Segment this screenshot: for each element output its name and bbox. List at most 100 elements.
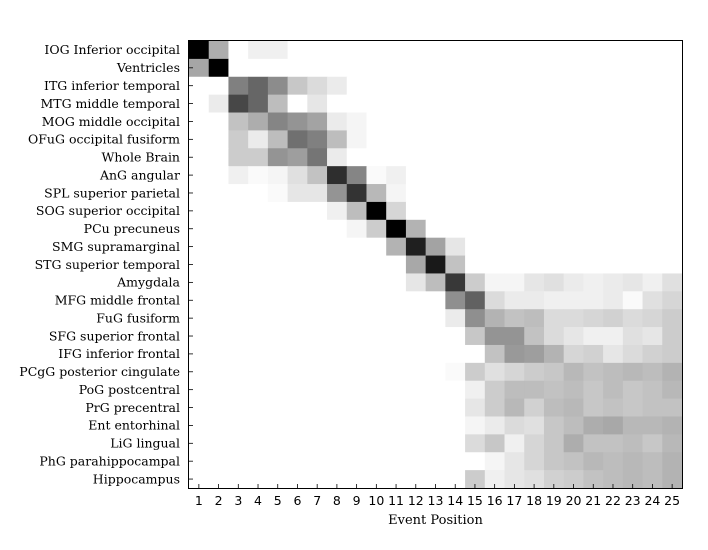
heatmap-cell [405, 470, 427, 489]
heatmap-cell [228, 237, 249, 256]
heatmap-cell [583, 219, 604, 239]
heatmap-cell [524, 291, 545, 310]
heatmap-cell [642, 362, 663, 382]
y-tick-label: PrG precentral [85, 400, 180, 415]
heatmap-cell [248, 291, 269, 310]
x-tick-label: 23 [625, 493, 641, 508]
heatmap-cell [662, 255, 683, 274]
heatmap-cell [543, 327, 565, 346]
heatmap-cell [484, 380, 505, 399]
heatmap-cell [563, 201, 584, 221]
heatmap-cell [366, 94, 387, 113]
heatmap-cell [642, 327, 663, 346]
x-tick-label: 19 [546, 493, 562, 508]
heatmap-cell [642, 273, 663, 292]
heatmap-cell [583, 291, 604, 310]
heatmap-cell [425, 41, 446, 60]
heatmap-cell [465, 166, 486, 185]
heatmap-cell [287, 309, 308, 328]
heatmap-cell [543, 291, 565, 310]
heatmap-cell [346, 112, 367, 131]
heatmap-cell [465, 184, 486, 203]
heatmap-cell [662, 130, 683, 149]
heatmap-cell [405, 237, 427, 256]
heatmap-cell [445, 219, 466, 239]
x-tick-label: 4 [254, 493, 262, 508]
heatmap-cell [622, 255, 643, 274]
heatmap-cell [622, 94, 643, 113]
heatmap-cell [366, 184, 387, 203]
heatmap-cell [465, 344, 486, 364]
heatmap-cell [445, 94, 466, 113]
heatmap-cell [307, 380, 328, 399]
heatmap-cell [346, 398, 367, 417]
heatmap-cell [445, 380, 466, 399]
heatmap-cell [465, 58, 486, 78]
x-tick-label: 2 [215, 493, 223, 508]
heatmap-cell [386, 237, 407, 256]
heatmap-cell [465, 327, 486, 346]
heatmap-cell [642, 76, 663, 96]
x-axis-ticks: 1 2 3 4 5 6 7 8 9 10 11 12 13 14 15 16 17 18 19 20 21 22 23 24 2… [195, 484, 680, 508]
heatmap-cell [267, 362, 288, 382]
heatmap-cell [405, 166, 427, 185]
heatmap-cell [287, 398, 308, 417]
heatmap-cell [425, 362, 446, 382]
heatmap-cell [287, 327, 308, 346]
heatmap-cell [248, 130, 269, 149]
heatmap-cell [189, 362, 210, 382]
heatmap-cell [189, 416, 210, 435]
heatmap-cell [445, 148, 466, 167]
y-tick-label: AnG angular [99, 167, 180, 182]
heatmap-cell [346, 416, 367, 435]
heatmap-cell [524, 94, 545, 113]
heatmap-cell [307, 166, 328, 185]
heatmap-cell [465, 76, 486, 96]
heatmap-cell [583, 166, 604, 185]
heatmap-cell [287, 166, 308, 185]
heatmap-cell [524, 309, 545, 328]
heatmap-cell [484, 76, 505, 96]
heatmap-cell [524, 41, 545, 60]
heatmap-cell [208, 184, 229, 203]
x-tick-label: 24 [644, 493, 660, 508]
heatmap-cell [445, 327, 466, 346]
heatmap-cell [465, 94, 486, 113]
heatmap-cell [524, 112, 545, 131]
heatmap-cell [307, 434, 328, 453]
heatmap-cell [327, 76, 348, 96]
heatmap-cell [504, 184, 525, 203]
heatmap-cell [386, 327, 407, 346]
heatmap-cell [425, 148, 446, 167]
heatmap-cell [524, 327, 545, 346]
heatmap-cell [386, 291, 407, 310]
heatmap-cell [504, 434, 525, 453]
y-tick-label: OFuG occipital fusiform [28, 132, 180, 147]
heatmap-cell [524, 219, 545, 239]
heatmap-cell [208, 452, 229, 471]
heatmap-cell [208, 273, 229, 292]
heatmap-cell [307, 184, 328, 203]
heatmap-cell [524, 273, 545, 292]
heatmap-cell [484, 94, 505, 113]
heatmap-cell [642, 130, 663, 149]
heatmap-cell [563, 327, 584, 346]
heatmap-cell [287, 362, 308, 382]
heatmap-cell [327, 130, 348, 149]
heatmap-cell [248, 380, 269, 399]
heatmap-cell [327, 398, 348, 417]
heatmap-cell [307, 58, 328, 78]
heatmap-cell [563, 219, 584, 239]
heatmap-cell [563, 434, 584, 453]
y-tick-label: STG superior temporal [35, 257, 180, 272]
heatmap-cell [622, 41, 643, 60]
heatmap-cell [465, 398, 486, 417]
heatmap-cell [603, 327, 624, 346]
heatmap-cell [603, 309, 624, 328]
heatmap-cell [386, 41, 407, 60]
heatmap-cell [405, 291, 427, 310]
heatmap-cell [208, 41, 229, 60]
heatmap-cell [228, 362, 249, 382]
heatmap-cell [662, 362, 683, 382]
